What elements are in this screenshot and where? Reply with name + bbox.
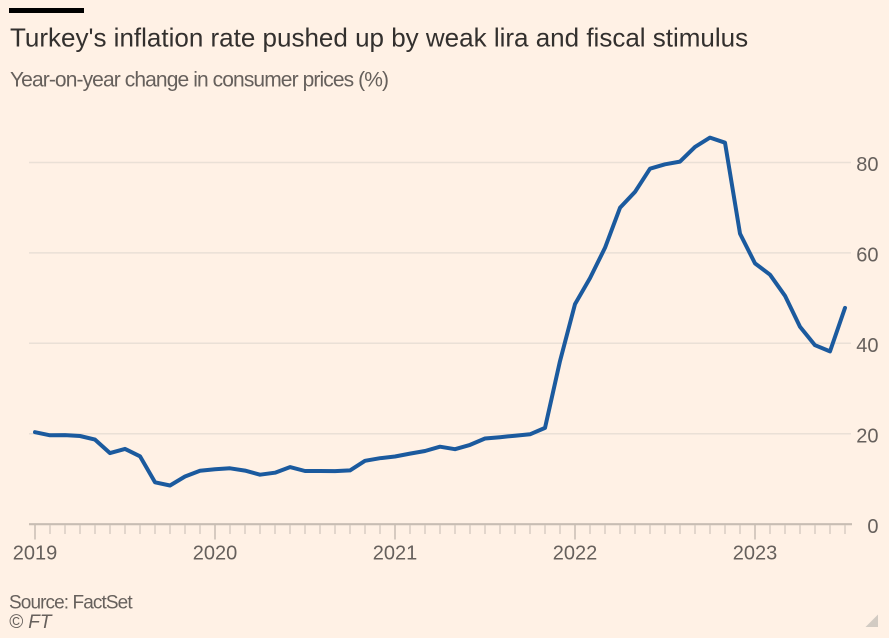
svg-text:2023: 2023 <box>733 543 778 565</box>
svg-text:2019: 2019 <box>13 543 58 565</box>
svg-text:2020: 2020 <box>193 543 238 565</box>
svg-text:2021: 2021 <box>373 543 418 565</box>
svg-text:40: 40 <box>856 335 878 357</box>
svg-text:Turkey's inflation rate pushed: Turkey's inflation rate pushed up by wea… <box>10 23 748 53</box>
svg-text:0: 0 <box>867 516 878 538</box>
svg-text:20: 20 <box>856 426 878 448</box>
svg-text:2022: 2022 <box>553 543 598 565</box>
svg-text:80: 80 <box>856 154 878 176</box>
svg-text:Year-on-year change in consume: Year-on-year change in consumer prices (… <box>10 69 388 92</box>
svg-text:Source: FactSet: Source: FactSet <box>9 593 133 614</box>
svg-text:© FT: © FT <box>9 612 53 633</box>
svg-text:60: 60 <box>856 245 878 267</box>
